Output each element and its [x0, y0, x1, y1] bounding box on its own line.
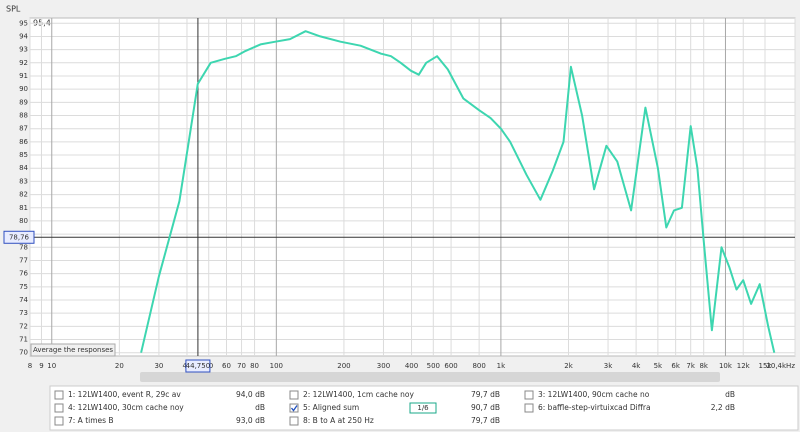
x-tick-label: 2k — [564, 362, 573, 370]
y-tick-label: 74 — [19, 296, 28, 304]
legend-value: 93,0 dB — [236, 416, 265, 425]
y-tick-label: 87 — [19, 125, 28, 133]
legend-value: 79,7 dB — [471, 416, 500, 425]
y-tick-label: 94 — [19, 32, 28, 40]
legend-label: 8: B to A at 250 Hz — [303, 416, 374, 425]
x-tick-label: 3k — [604, 362, 613, 370]
y-tick-label: 78 — [19, 243, 28, 251]
y-tick-label: 70 — [19, 349, 28, 357]
y-tick-label: 76 — [19, 270, 28, 278]
cursor-y-box — [3, 230, 35, 244]
y-tick-label: 95 — [19, 19, 28, 27]
y-tick-label: 90 — [19, 85, 28, 93]
legend-checkbox[interactable] — [524, 390, 534, 400]
x-tick-label: 100 — [270, 362, 283, 370]
smoothing-box[interactable] — [409, 402, 437, 414]
cursor-y-label: 78,76 — [9, 233, 30, 241]
y-tick-label: 71 — [19, 336, 28, 344]
y-tick-label: 82 — [19, 191, 28, 199]
x-tick-label: 15k — [759, 362, 773, 370]
average-button[interactable] — [30, 343, 116, 357]
x-tick-label: 200 — [337, 362, 350, 370]
y-tick-label: 84 — [19, 164, 28, 172]
legend-checkbox[interactable] — [524, 403, 534, 413]
x-tick-label: 1k — [497, 362, 506, 370]
y-tick-label: 89 — [19, 98, 28, 106]
legend-label: 3: 12LW1400, 90cm cache no — [538, 390, 650, 399]
legend-checkbox[interactable] — [54, 390, 64, 400]
cursor-x-label: 44,750 — [186, 362, 211, 370]
y-tick-label: 77 — [19, 256, 28, 264]
legend-label: 2: 12LW1400, 1cm cache noy — [303, 390, 415, 399]
legend-value: dB — [255, 403, 265, 412]
legend-label: 6: baffle-step-virtuixcad Diffra — [538, 403, 651, 412]
x-tick-label: 10 — [47, 362, 56, 370]
x-tick-label: 800 — [472, 362, 485, 370]
x-tick-label: 6k — [671, 362, 680, 370]
y-tick-label: 75 — [19, 283, 28, 291]
y-tick-label: 80 — [19, 217, 28, 225]
y-tick-label: 85 — [19, 151, 28, 159]
smoothing-label: 1/6 — [417, 404, 429, 412]
y-tick-label: 72 — [19, 322, 28, 330]
legend-value: 90,7 dB — [471, 403, 500, 412]
legend-label: 1: 12LW1400, event R, 29c av — [68, 390, 181, 399]
cursor-x-box — [185, 359, 211, 373]
scrollbar[interactable] — [140, 372, 720, 382]
x-tick-label: 8k — [699, 362, 708, 370]
legend-label: 7: A times B — [68, 416, 114, 425]
x-tick-label: 30 — [154, 362, 163, 370]
legend-checkbox[interactable] — [54, 403, 64, 413]
y-tick-label: 91 — [19, 72, 28, 80]
y-tick-label: 73 — [19, 309, 28, 317]
x-tick-label: 7k — [686, 362, 695, 370]
x-tick-label: 9 — [39, 362, 43, 370]
legend-checkbox[interactable] — [289, 403, 299, 413]
x-tick-label: 500 — [427, 362, 440, 370]
x-tick-label: 4k — [632, 362, 641, 370]
legend-value: 2,2 dB — [711, 403, 735, 412]
legend-checkbox[interactable] — [289, 416, 299, 426]
y-tick-label: 93 — [19, 46, 28, 54]
response-curve — [140, 30, 776, 353]
plot-area — [29, 17, 796, 357]
legend-label: 4: 12LW1400, 30cm cache noy — [68, 403, 184, 412]
x-tick-label: 8 — [28, 362, 32, 370]
y-tick-label: 88 — [19, 112, 28, 120]
legend-checkbox[interactable] — [289, 390, 299, 400]
legend-value: 79,7 dB — [471, 390, 500, 399]
x-tick-label: 12k — [737, 362, 751, 370]
y-tick-label: 92 — [19, 59, 28, 67]
x-tick-label: 10k — [719, 362, 733, 370]
x-tick-label: 60 — [222, 362, 231, 370]
y-tick-label: 86 — [19, 138, 28, 146]
x-tick-label: 80 — [250, 362, 259, 370]
legend-label: 5: Aligned sum — [303, 403, 359, 412]
x-tick-label: 300 — [377, 362, 390, 370]
y-tick-label: 81 — [19, 204, 28, 212]
legend-value: dB — [725, 390, 735, 399]
x-tick-label: 20 — [115, 362, 124, 370]
x-tick-label: 400 — [405, 362, 418, 370]
y-tick-label: 83 — [19, 177, 28, 185]
x-tick-label: 20,4kHz — [766, 362, 795, 370]
y-axis-label: SPL — [6, 5, 21, 14]
x-tick-label: 5k — [654, 362, 663, 370]
x-tick-label: 70 — [237, 362, 246, 370]
x-tick-label: 600 — [444, 362, 457, 370]
average-button-label: Average the responses — [33, 346, 113, 354]
legend-checkbox[interactable] — [54, 416, 64, 426]
legend-value: 94,0 dB — [236, 390, 265, 399]
check-mark — [290, 405, 298, 412]
